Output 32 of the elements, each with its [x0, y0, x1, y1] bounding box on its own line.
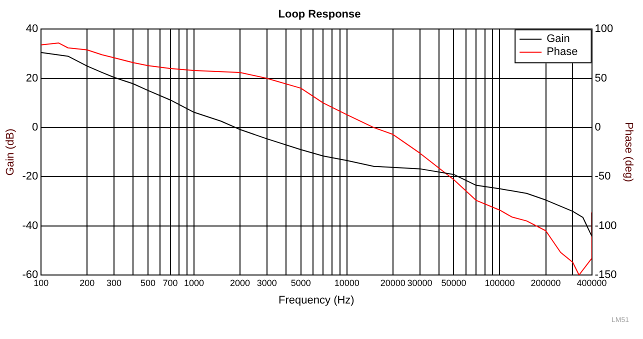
x-tick-label: 400000 — [576, 278, 607, 288]
y2-tick-label: 50 — [594, 72, 608, 84]
y-axis-title: Gain (dB) — [4, 128, 17, 176]
x-tick-label: 50000 — [441, 278, 466, 288]
x-tick-label: 20000 — [380, 278, 406, 288]
y-tick-label: -20 — [22, 170, 38, 183]
x-tick-label: 100 — [34, 278, 49, 288]
x-tick-label: 2000 — [230, 278, 250, 288]
x-tick-label: 300 — [106, 278, 122, 288]
chart-title: Loop Response — [278, 8, 361, 21]
y2-axis-title: Phase (deg) — [622, 122, 634, 182]
x-tick-label: 700 — [162, 278, 178, 288]
y2-tick-label: -50 — [594, 170, 611, 183]
x-tick-label: 1000 — [184, 278, 204, 288]
x-tick-label: 5000 — [290, 278, 311, 288]
x-tick-label: 10000 — [334, 278, 360, 288]
x-tick-label: 100000 — [484, 278, 515, 288]
x-axis-title: Frequency (Hz) — [278, 294, 354, 306]
y-tick-label: -40 — [22, 220, 38, 232]
x-tick-label: 200000 — [530, 278, 561, 288]
legend-label: Phase — [546, 46, 578, 58]
y-tick-label: 40 — [26, 23, 38, 36]
y2-tick-label: 100 — [594, 23, 614, 36]
x-tick-label: 3000 — [256, 278, 277, 288]
y2-tick-label: 0 — [594, 122, 601, 134]
y2-tick-label: -100 — [594, 220, 617, 232]
y-tick-label: 0 — [32, 122, 38, 134]
x-tick-label: 30000 — [407, 278, 432, 288]
x-tick-label: 500 — [140, 278, 156, 288]
legend-label: Gain — [546, 33, 570, 46]
x-tick-label: 200 — [80, 278, 95, 288]
y-tick-label: 20 — [26, 72, 38, 84]
